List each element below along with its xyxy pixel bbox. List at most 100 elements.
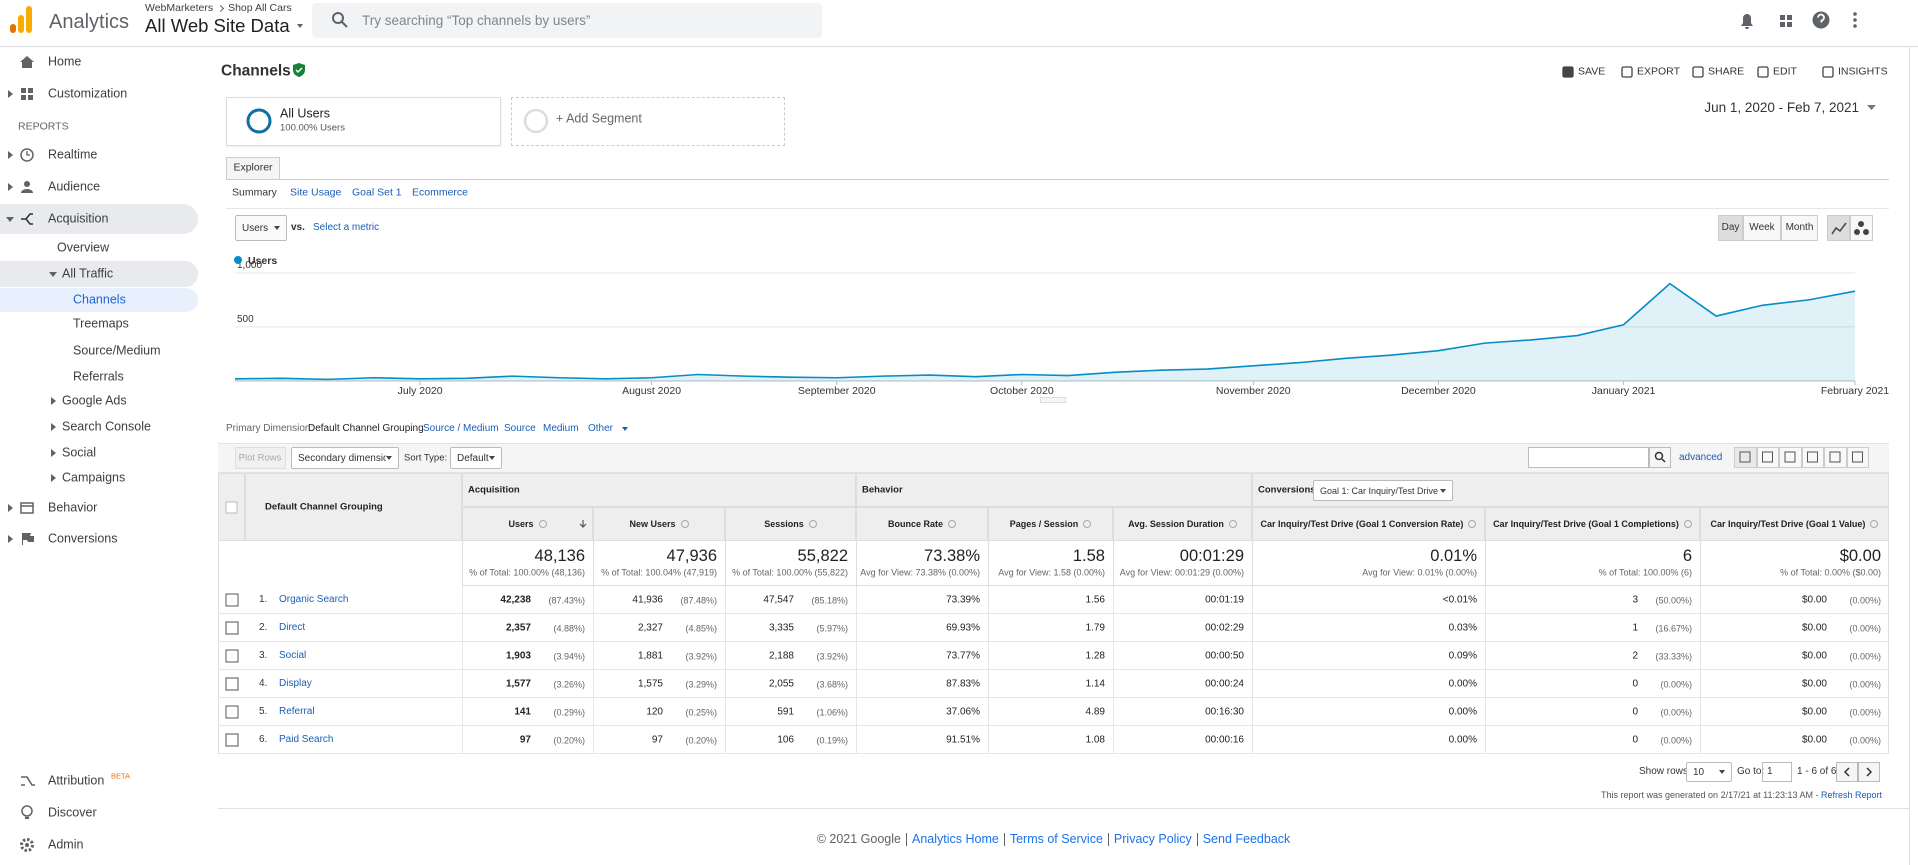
rows-selector[interactable]: 10 (1686, 762, 1732, 782)
nav-item[interactable]: Google Ads (62, 393, 127, 408)
property-name[interactable]: Shop All Cars (228, 2, 292, 14)
date-range[interactable]: Jun 1, 2020 - Feb 7, 2021 (1704, 99, 1859, 115)
period-button[interactable] (1743, 215, 1781, 241)
dimension-option[interactable]: Source / Medium (423, 423, 499, 434)
nav-item[interactable]: Admin (48, 837, 84, 852)
dimension-option[interactable]: Other (588, 423, 614, 434)
footer-link[interactable]: Privacy Policy (1107, 833, 1197, 846)
nav-item[interactable]: Overview (57, 240, 110, 255)
column-header[interactable]: Car Inquiry/Test Drive (Goal 1 Completio… (1485, 507, 1700, 541)
action-button[interactable]: EDIT (1773, 65, 1797, 78)
cell-percent: (33.33%) (1655, 651, 1692, 661)
column-header[interactable]: Sessions (725, 507, 856, 541)
sort-type[interactable]: Default (450, 447, 502, 469)
footer-link[interactable]: Analytics Home (905, 833, 1004, 846)
nav-item[interactable]: Conversions (48, 531, 118, 546)
table-row[interactable] (218, 614, 1889, 642)
column-header[interactable]: Pages / Session (988, 507, 1113, 541)
header-cell (218, 473, 245, 541)
action-button[interactable]: SHARE (1708, 65, 1745, 78)
table-view-button[interactable] (1824, 447, 1847, 468)
cell-divider (462, 698, 463, 726)
action-button[interactable]: EXPORT (1637, 65, 1680, 78)
refresh-link[interactable]: Refresh Report (1820, 790, 1882, 800)
table-view-button[interactable] (1779, 447, 1802, 468)
segment-card[interactable] (226, 97, 501, 146)
table-row[interactable] (218, 726, 1889, 754)
table-row[interactable] (218, 642, 1889, 670)
chart-type-button[interactable] (1850, 215, 1873, 241)
sub-tab[interactable]: Site Usage (290, 186, 342, 199)
column-header[interactable]: Car Inquiry/Test Drive (Goal 1 Value) (1700, 507, 1889, 541)
nav-item[interactable]: Source/Medium (73, 343, 161, 358)
row-name[interactable]: Paid Search (279, 734, 334, 745)
nav-item[interactable]: Social (62, 445, 97, 460)
table-row[interactable] (218, 670, 1889, 698)
row-name[interactable]: Social (279, 650, 307, 661)
nav-item[interactable]: Treemaps (73, 316, 129, 331)
dimension-option[interactable]: Default Channel Grouping (308, 423, 424, 434)
advanced-link[interactable]: advanced (1679, 452, 1723, 463)
table-view-button[interactable] (1801, 447, 1824, 468)
row-name[interactable]: Display (279, 678, 312, 689)
cell-divider (856, 726, 857, 754)
nav-item[interactable]: Campaigns (62, 470, 126, 485)
cell-value: $0.00 (1801, 622, 1827, 634)
sub-tab[interactable]: Goal Set 1 (352, 186, 402, 199)
account-name[interactable]: WebMarketers (145, 2, 214, 14)
explorer-tab[interactable] (226, 157, 280, 180)
dimension-option[interactable]: Medium (543, 423, 579, 434)
action-button[interactable]: INSIGHTS (1838, 65, 1888, 78)
sub-tab[interactable]: Ecommerce (412, 186, 469, 199)
action-button[interactable]: SAVE (1578, 65, 1606, 78)
period-button[interactable] (1781, 215, 1818, 241)
column-header[interactable]: Avg. Session Duration (1113, 507, 1252, 541)
row-name[interactable]: Direct (279, 622, 306, 633)
metric-selector[interactable]: Users (235, 215, 287, 241)
table-row[interactable] (218, 698, 1889, 726)
dropdown-caret (1440, 488, 1446, 493)
table-view-button[interactable] (1846, 447, 1869, 468)
table-view-button[interactable] (1734, 447, 1757, 468)
chart-type-button[interactable] (1827, 215, 1850, 241)
dimension-option[interactable]: Source (504, 423, 536, 434)
nav-item[interactable]: All Traffic (62, 266, 114, 281)
view-selector[interactable]: All Web Site Data (145, 15, 303, 37)
nav-item[interactable]: Referrals (73, 369, 124, 384)
footer-link[interactable]: Terms of Service (1003, 833, 1108, 846)
nav-item[interactable]: Search Console (62, 419, 151, 434)
secondary-dimension[interactable]: Secondary dimension (291, 447, 399, 469)
column-header[interactable]: Users (462, 507, 593, 541)
nav-item[interactable]: Realtime (48, 147, 98, 162)
plot-rows-button[interactable] (235, 447, 286, 469)
table-search[interactable] (1528, 447, 1649, 468)
table-row[interactable] (218, 586, 1889, 614)
nav-item[interactable]: Customization (48, 86, 128, 101)
nav-item[interactable]: Audience (48, 179, 101, 194)
nav-item[interactable]: Behavior (48, 500, 98, 515)
sub-tab[interactable]: Summary (232, 186, 277, 199)
column-header[interactable]: Car Inquiry/Test Drive (Goal 1 Conversio… (1252, 507, 1485, 541)
nav-item[interactable]: Home (48, 54, 82, 69)
table-view-button[interactable] (1756, 447, 1779, 468)
nav-item[interactable]: Acquisition (48, 211, 109, 226)
nav-item[interactable]: Channels (73, 292, 126, 307)
add-segment[interactable] (511, 97, 785, 146)
row-name[interactable]: Organic Search (279, 594, 349, 605)
page-button[interactable] (1858, 762, 1880, 782)
nav-item[interactable]: Attribution (48, 773, 105, 788)
search-box[interactable] (312, 3, 822, 38)
cell-divider (462, 586, 463, 614)
table-search-button[interactable] (1649, 447, 1671, 468)
row-name[interactable]: Referral (279, 706, 315, 717)
page-button[interactable] (1836, 762, 1858, 782)
icon (1867, 105, 1876, 110)
select-metric[interactable]: Select a metric (313, 222, 380, 233)
nav-item[interactable]: Discover (48, 805, 97, 820)
goto-input[interactable]: 1 (1762, 762, 1792, 782)
goal-selector[interactable]: Goal 1: Car Inquiry/Test Drive (1313, 480, 1453, 501)
column-header[interactable]: Bounce Rate (856, 507, 988, 541)
footer-link[interactable]: Send Feedback (1196, 833, 1296, 846)
column-header[interactable]: New Users (593, 507, 725, 541)
period-button[interactable] (1718, 215, 1743, 241)
